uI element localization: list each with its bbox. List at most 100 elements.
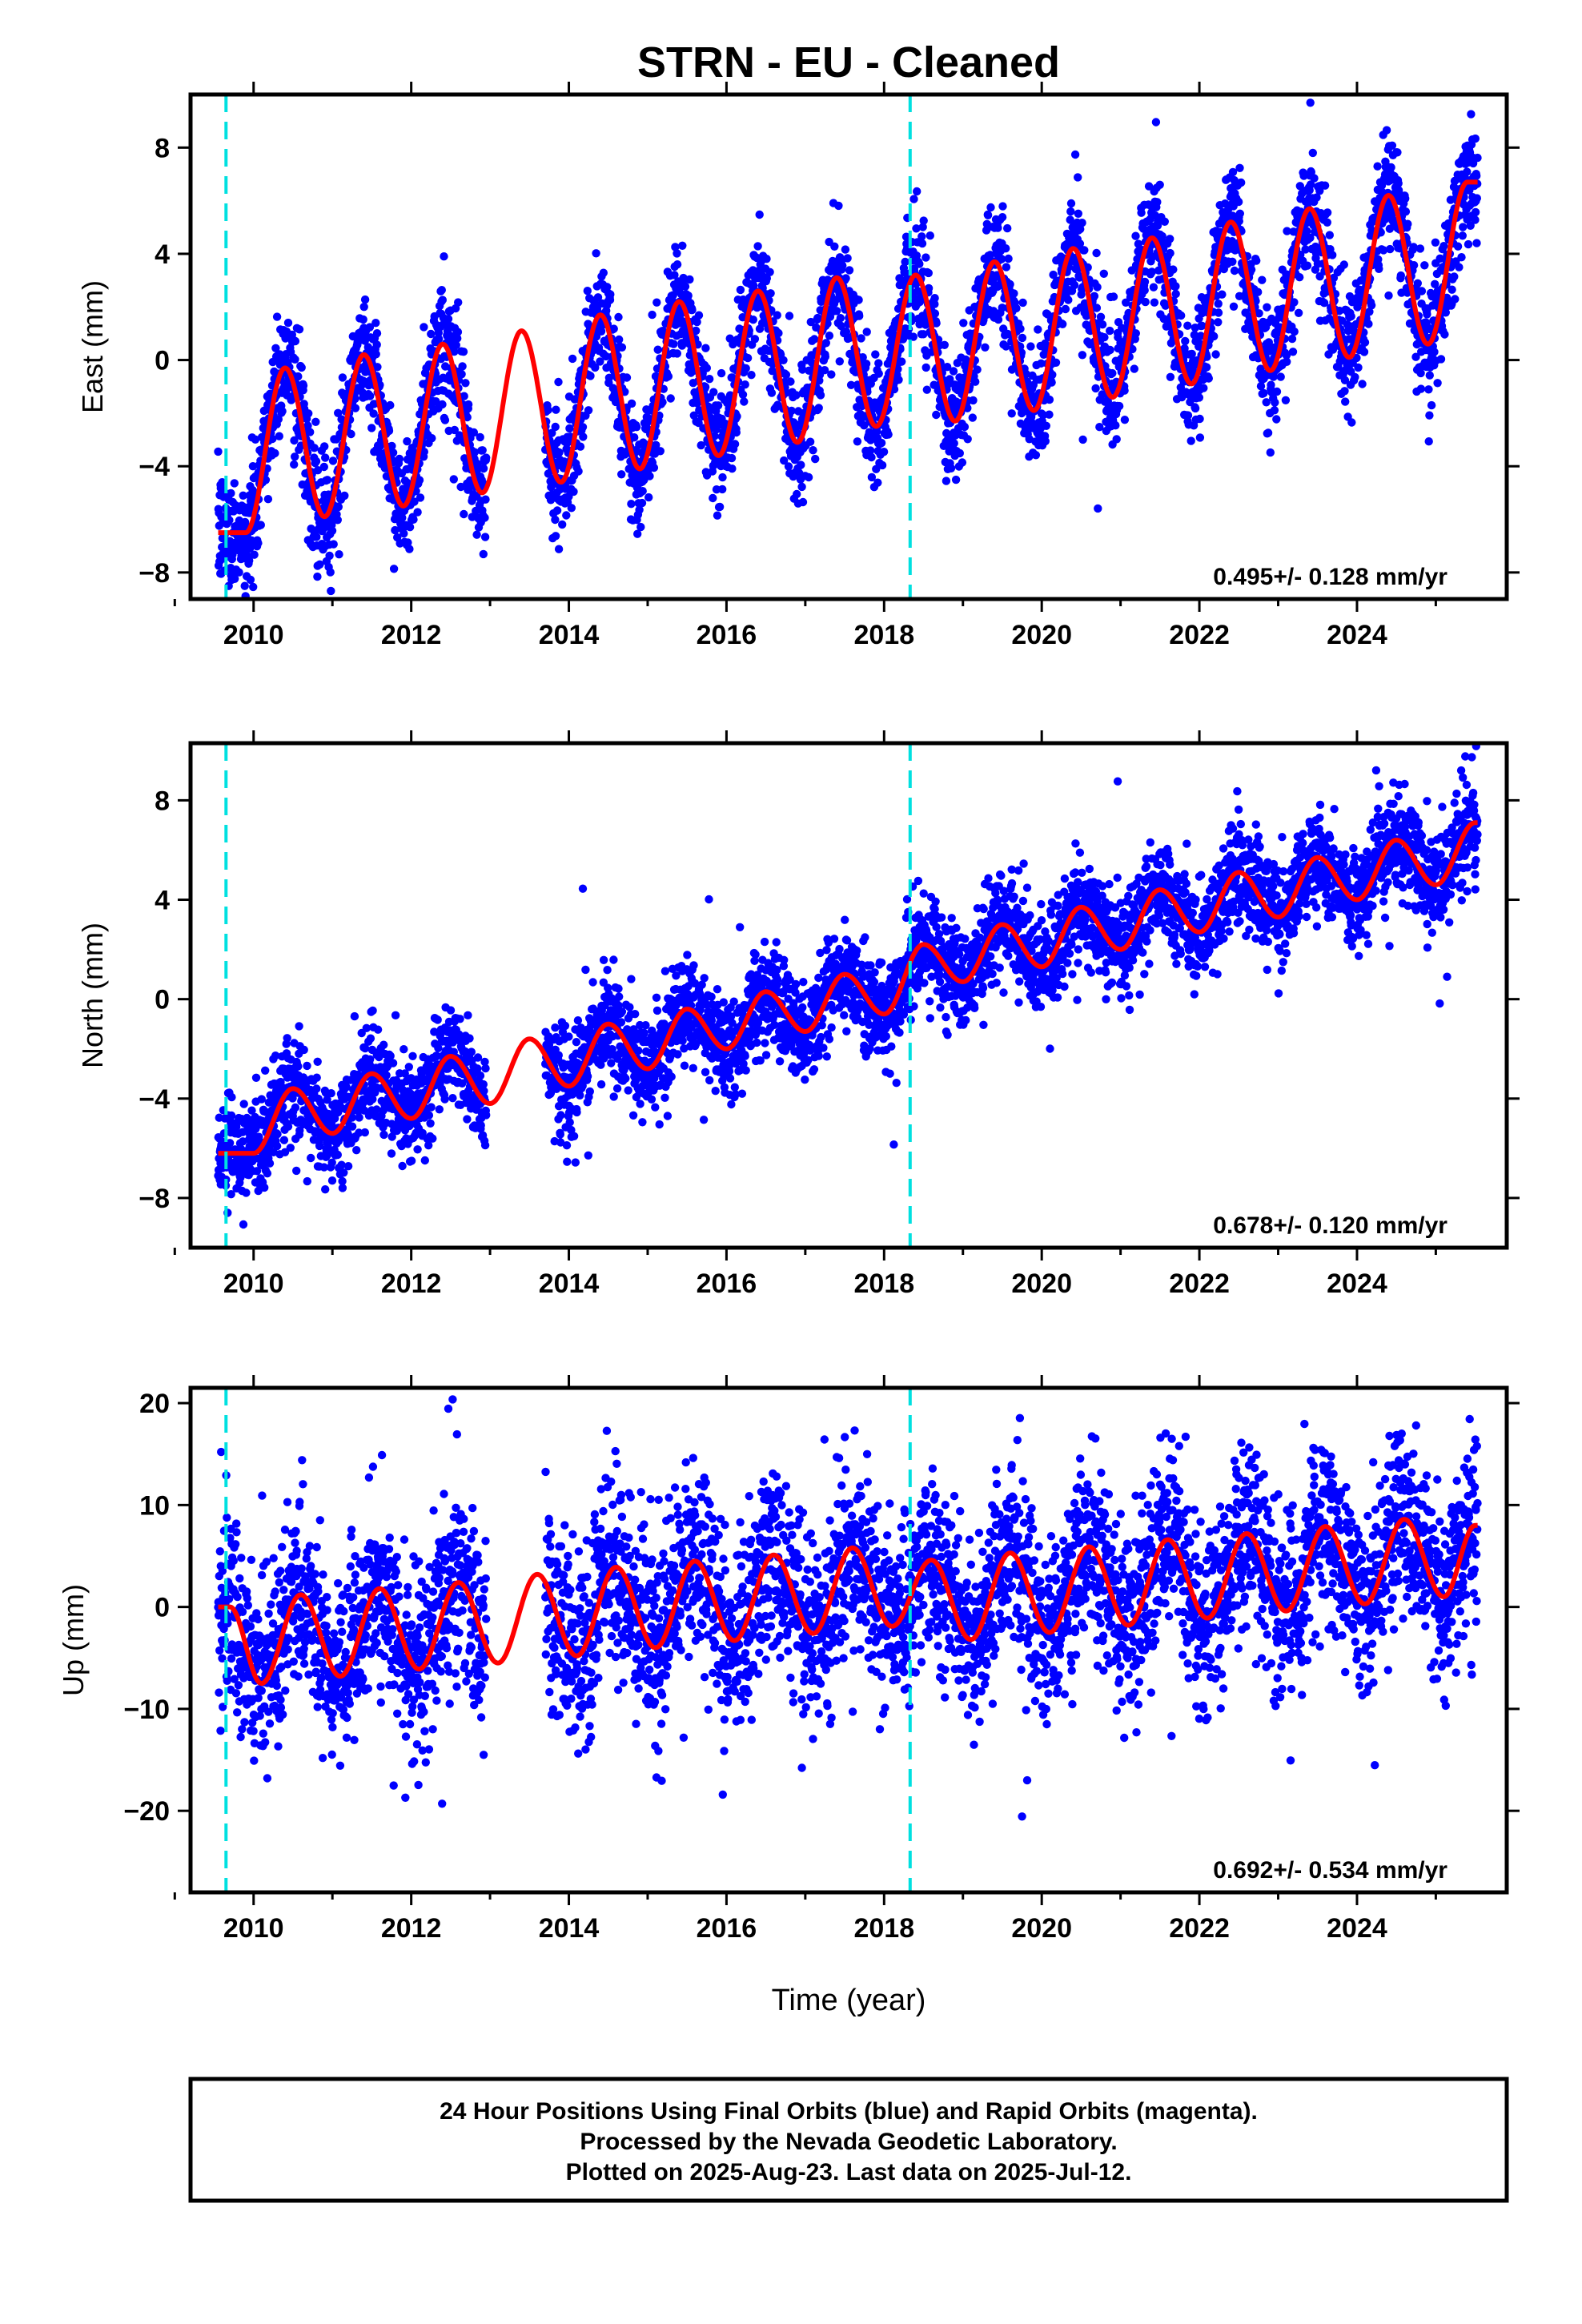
- data-point: [457, 370, 466, 379]
- data-point: [371, 350, 380, 359]
- data-point: [1347, 418, 1356, 427]
- data-point: [1471, 207, 1480, 217]
- data-point: [373, 363, 382, 372]
- data-point: [814, 404, 823, 412]
- data-point: [1387, 163, 1395, 172]
- data-point: [1413, 279, 1423, 287]
- data-point: [1045, 395, 1054, 404]
- data-point: [832, 307, 841, 316]
- data-point: [347, 429, 355, 439]
- data-point: [717, 368, 726, 378]
- data-point: [312, 1084, 321, 1093]
- data-point: [1340, 387, 1349, 396]
- data-point: [685, 275, 694, 284]
- data-point: [866, 446, 875, 455]
- data-point: [924, 283, 934, 293]
- data-point: [275, 432, 283, 440]
- data-point: [1252, 256, 1261, 265]
- data-point: [1254, 287, 1263, 296]
- data-point: [1433, 379, 1442, 388]
- data-point: [1042, 421, 1051, 430]
- data-point: [469, 428, 479, 437]
- data-point: [214, 447, 223, 456]
- data-point: [1471, 134, 1480, 143]
- data-point: [946, 464, 956, 472]
- data-point: [604, 373, 614, 382]
- data-point: [294, 372, 303, 381]
- data-point: [1181, 336, 1190, 346]
- data-point: [820, 366, 829, 375]
- data-point: [239, 1100, 248, 1108]
- data-point: [388, 448, 398, 457]
- east-panel: 2010 2012 2014 2016 2018 2020 2022 2024−8−4048E…: [76, 82, 1520, 650]
- data-point: [841, 274, 850, 283]
- data-point: [1012, 304, 1021, 313]
- data-point: [627, 399, 636, 408]
- data-point: [994, 223, 1002, 232]
- data-point: [1360, 338, 1370, 347]
- data-point: [548, 428, 556, 437]
- y-axis-label: East (mm): [76, 280, 109, 413]
- data-point: [1323, 218, 1332, 227]
- data-point: [1130, 364, 1139, 373]
- data-point: [1459, 223, 1468, 231]
- data-point: [452, 340, 460, 350]
- data-point: [460, 509, 468, 519]
- data-point: [551, 515, 560, 525]
- data-point: [633, 529, 642, 538]
- data-point: [1078, 435, 1087, 444]
- data-point: [1151, 118, 1161, 127]
- data-point: [1218, 290, 1227, 299]
- data-point: [1153, 198, 1162, 207]
- data-point: [1472, 194, 1482, 203]
- data-point: [857, 334, 865, 343]
- data-point: [343, 1162, 353, 1171]
- data-point: [453, 328, 463, 336]
- data-point: [1290, 327, 1299, 336]
- data-point: [1111, 421, 1120, 430]
- data-point: [272, 312, 282, 321]
- data-point: [291, 452, 299, 461]
- data-point: [1004, 254, 1013, 263]
- data-point: [1384, 291, 1393, 300]
- data-point: [482, 453, 491, 462]
- data-point: [1272, 415, 1281, 424]
- data-point: [630, 433, 639, 442]
- data-point: [295, 325, 304, 334]
- data-point: [755, 210, 764, 219]
- data-point: [273, 1130, 282, 1139]
- data-point: [347, 1122, 357, 1131]
- data-point: [1051, 358, 1061, 367]
- data-point: [1140, 277, 1150, 287]
- data-point: [286, 1144, 295, 1152]
- data-point: [669, 340, 678, 348]
- data-point: [1271, 398, 1279, 407]
- data-point: [565, 424, 574, 433]
- data-point: [306, 428, 315, 436]
- data-point: [1295, 273, 1304, 282]
- data-point: [766, 289, 775, 298]
- data-point: [637, 498, 647, 508]
- data-point: [1041, 436, 1050, 446]
- data-point: [263, 1169, 272, 1178]
- data-point: [1416, 368, 1425, 378]
- data-point: [749, 316, 757, 324]
- data-point: [1186, 436, 1195, 445]
- data-point: [593, 293, 603, 302]
- data-point: [861, 360, 871, 368]
- data-point: [479, 464, 488, 473]
- data-point: [617, 343, 627, 352]
- data-point: [843, 254, 852, 263]
- data-point: [1451, 295, 1460, 304]
- data-point: [741, 364, 750, 373]
- data-point: [313, 1057, 322, 1067]
- data-point: [688, 305, 697, 315]
- data-point: [1325, 231, 1335, 239]
- data-point: [684, 292, 693, 300]
- data-point: [609, 324, 618, 333]
- data-point: [1458, 231, 1468, 240]
- data-point: [1401, 207, 1411, 216]
- data-point: [327, 1158, 336, 1168]
- data-point: [1169, 265, 1178, 274]
- data-point: [1450, 272, 1459, 281]
